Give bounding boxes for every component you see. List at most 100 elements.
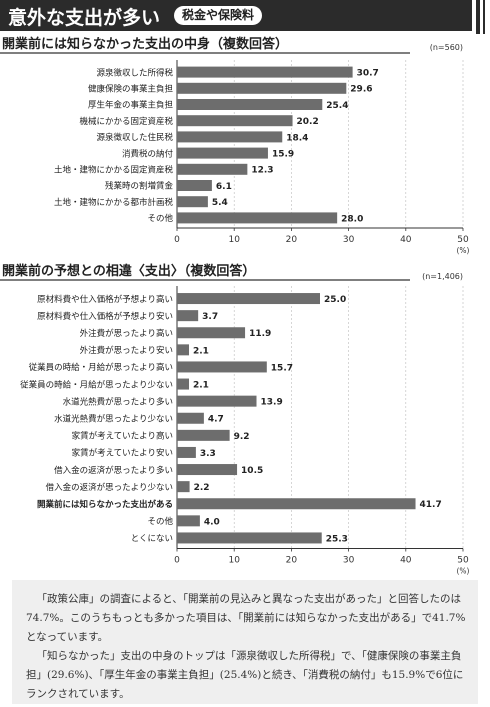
category-label: その他: [147, 516, 173, 527]
data-label: 5.4: [212, 198, 228, 208]
data-label: 4.0: [204, 517, 220, 527]
bar: [177, 66, 353, 78]
data-label: 20.2: [297, 117, 319, 127]
bar: [177, 293, 320, 305]
sample-size-label: (n=560): [430, 43, 463, 52]
bar: [177, 498, 416, 510]
category-label: 健康保険の事業主負担: [88, 84, 174, 95]
category-label: 水道光熱費が思ったより多い: [63, 396, 173, 407]
bar: [177, 180, 212, 191]
chart-title: 開業前の予想との相違〈支出〉（複数回答）: [2, 263, 255, 279]
category-label: 原材料費や仕入価格が予想より高い: [37, 294, 173, 305]
category-label: 借入金の返済が思ったより多い: [54, 465, 173, 476]
tick-label: 10: [228, 235, 240, 245]
category-label: 外注費が思ったより高い: [80, 328, 173, 339]
bar: [177, 446, 196, 458]
tick-label: 40: [400, 235, 412, 245]
category-label: その他: [147, 213, 173, 224]
data-label: 15.9: [272, 150, 294, 160]
data-label: 11.9: [249, 329, 271, 339]
category-label: 従業員の時給・月給が思ったより少ない: [20, 379, 173, 390]
bar: [177, 131, 283, 143]
bar: [177, 412, 204, 424]
bar: [177, 395, 257, 407]
data-label: 28.0: [341, 214, 363, 224]
bar: [177, 378, 190, 390]
data-label: 29.6: [350, 85, 372, 95]
data-label: 18.4: [286, 133, 308, 143]
category-label: 原材料費や仕入価格が予想より安い: [37, 311, 173, 322]
bar: [177, 515, 200, 527]
category-label: 土地・建物にかかる固定資産税: [54, 165, 174, 176]
bar: [177, 361, 267, 373]
data-label: 13.9: [261, 398, 283, 408]
header-bar: 意外な支出が多い 税金や保険料: [0, 0, 472, 31]
data-label: 9.2: [234, 432, 250, 442]
category-label: 家賃が考えていたより安い: [72, 448, 173, 459]
chart-expense-differences: 開業前の予想との相違〈支出〉（複数回答） (n=1,406) 0 10 20 30 40 50…: [0, 263, 470, 576]
unit-label: (%): [457, 246, 470, 255]
category-label: 源泉徴収した住民税: [96, 132, 173, 143]
header: 意外な支出が多い 税金や保険料: [0, 0, 490, 34]
tick-label: 0: [174, 235, 180, 245]
tick-label: 0: [174, 556, 180, 566]
bar: [177, 82, 347, 94]
bar: [177, 163, 248, 175]
data-label: 2.1: [193, 380, 209, 390]
data-label: 41.7: [420, 500, 442, 510]
bar: [177, 344, 190, 356]
bar: [177, 327, 246, 339]
data-label: 30.7: [357, 69, 379, 79]
tick-label: 10: [228, 556, 240, 566]
category-label: 水道光熱費が思ったより少ない: [54, 413, 173, 424]
data-label: 2.1: [193, 346, 209, 356]
category-label: 開業前には知らなかった支出がある: [37, 499, 173, 510]
data-label: 15.7: [271, 363, 293, 373]
data-label: 25.3: [326, 534, 348, 544]
bar: [177, 147, 268, 159]
header-title: 意外な支出が多い: [8, 7, 161, 29]
tick-label: 20: [286, 556, 298, 566]
sample-size-label: (n=1,406): [422, 272, 463, 281]
category-label: 機械にかかる固定資産税: [79, 116, 173, 127]
tick-label: 50: [457, 235, 469, 245]
tick-label: 20: [286, 235, 298, 245]
category-label: とくにない: [131, 534, 173, 544]
header-decoration-stripe: [483, 0, 485, 34]
category-label: 厚生年金の事業主負担: [88, 100, 174, 111]
data-label: 10.5: [241, 466, 263, 476]
bar: [177, 115, 293, 127]
category-label: 借入金の返済が思ったより少ない: [46, 482, 173, 493]
header-tag: 税金や保険料: [174, 6, 263, 25]
bar: [177, 429, 230, 441]
bar: [177, 532, 322, 544]
category-label: 土地・建物にかかる都市計画税: [54, 197, 174, 208]
tick-label: 30: [343, 235, 355, 245]
data-label: 6.1: [216, 182, 232, 192]
chart-title: 開業前には知らなかった支出の中身（複数回答）: [2, 36, 288, 52]
note-paragraph: 「知らなかった」支出の中身のトップは「源泉徴収した所得税」で、「健康保険の事業主…: [26, 650, 464, 700]
bar: [177, 99, 323, 110]
note-box: 「政策公庫」の調査によると、「開業前の見込みと異なった支出があった」と回答したの…: [12, 580, 478, 704]
tick-label: 30: [343, 556, 355, 566]
bar: [177, 464, 238, 476]
bar: [177, 481, 190, 493]
bar: [177, 310, 199, 322]
category-label: 家賃が考えていたより高い: [72, 431, 173, 442]
data-label: 3.7: [202, 312, 218, 322]
data-label: 4.7: [208, 415, 224, 425]
category-label: 従業員の時給・月給が思ったより高い: [29, 362, 173, 373]
unit-label: (%): [457, 567, 470, 576]
data-label: 12.3: [251, 166, 273, 176]
category-label: 残業時の割増賃金: [105, 181, 174, 192]
header-decoration-stripe: [476, 0, 480, 34]
bar: [177, 196, 208, 208]
tick-label: 40: [400, 556, 412, 566]
data-label: 25.0: [324, 295, 346, 305]
data-label: 2.2: [194, 483, 210, 493]
data-label: 3.3: [200, 449, 216, 459]
tick-label: 50: [457, 556, 469, 566]
data-label: 25.4: [326, 101, 348, 111]
category-label: 源泉徴収した所得税: [96, 67, 173, 78]
category-label: 消費税の納付: [122, 148, 174, 159]
